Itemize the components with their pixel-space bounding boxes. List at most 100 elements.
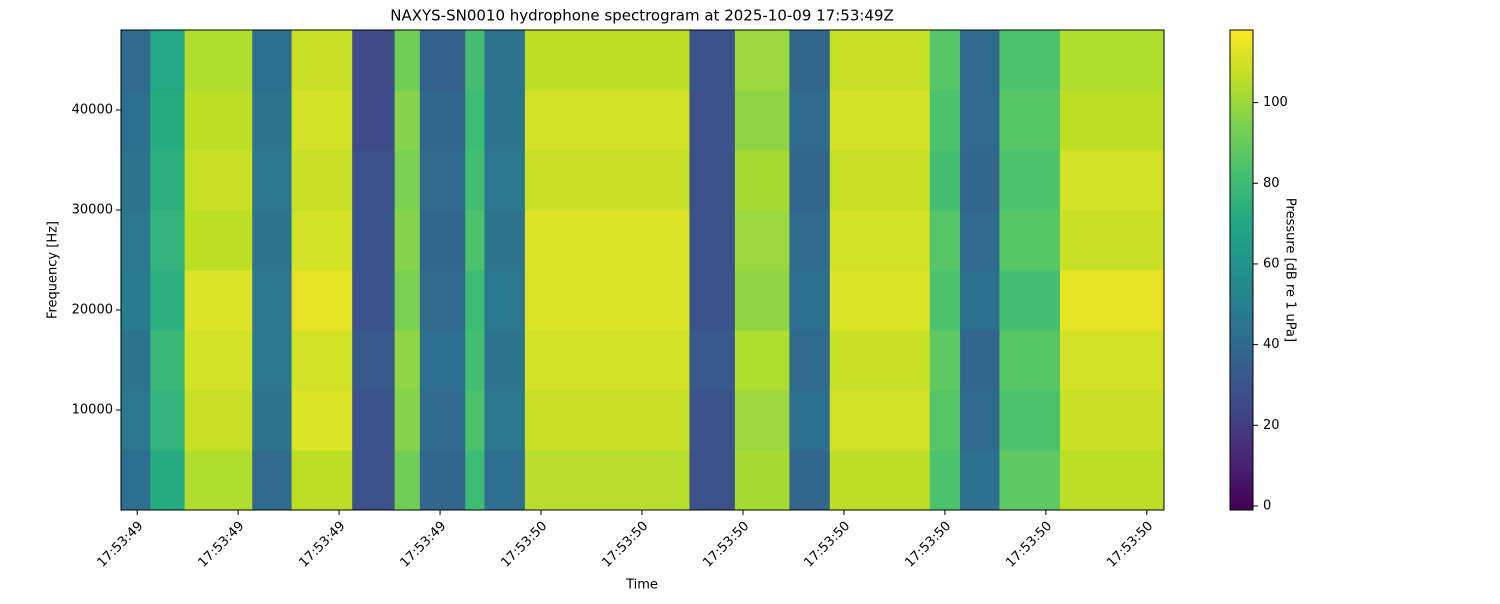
cell xyxy=(352,150,396,211)
cell xyxy=(999,270,1061,331)
colorbar-tick-label: 60 xyxy=(1263,256,1280,271)
cell xyxy=(465,450,485,511)
cell xyxy=(789,330,831,391)
cell xyxy=(252,210,293,271)
cell xyxy=(465,390,485,451)
cell xyxy=(524,30,690,91)
cell xyxy=(352,30,396,91)
cell xyxy=(929,30,961,91)
x-axis-label: Time xyxy=(625,578,658,593)
cell xyxy=(352,90,396,151)
cell xyxy=(689,30,736,91)
cell xyxy=(789,390,831,451)
chart-title: NAXYS-SN0010 hydrophone spectrogram at 2… xyxy=(390,7,894,25)
cell xyxy=(484,330,526,391)
cell xyxy=(689,270,736,331)
cell xyxy=(291,150,353,211)
cell xyxy=(689,210,736,271)
x-tick-label: 17:53:49 xyxy=(196,519,248,571)
cell xyxy=(252,450,293,511)
cell xyxy=(524,210,690,271)
cell xyxy=(734,270,790,331)
cell xyxy=(689,450,736,511)
cell xyxy=(524,390,690,451)
cell xyxy=(291,450,353,511)
cell xyxy=(960,270,1000,331)
cell xyxy=(150,390,186,451)
cell xyxy=(465,30,485,91)
cell xyxy=(484,150,526,211)
cell xyxy=(394,270,421,331)
cell xyxy=(929,270,961,331)
cell xyxy=(789,150,831,211)
cell xyxy=(1060,450,1165,511)
cell xyxy=(291,390,353,451)
cell xyxy=(419,150,466,211)
cell xyxy=(999,210,1061,271)
cell xyxy=(150,330,186,391)
cell xyxy=(121,30,151,91)
cell xyxy=(150,450,186,511)
cell xyxy=(734,150,790,211)
cell xyxy=(252,30,293,91)
cell xyxy=(121,330,151,391)
plot-frame xyxy=(120,29,1165,511)
cell xyxy=(829,90,931,151)
cell xyxy=(150,90,186,151)
cell xyxy=(484,90,526,151)
cell xyxy=(419,390,466,451)
cell xyxy=(789,270,831,331)
cell xyxy=(689,150,736,211)
cell xyxy=(929,330,961,391)
cell xyxy=(184,390,253,451)
cell xyxy=(394,150,421,211)
x-tick-label: 17:53:49 xyxy=(397,519,449,571)
cell xyxy=(184,210,253,271)
cell xyxy=(999,450,1061,511)
cell xyxy=(252,150,293,211)
y-tick-label: 40000 xyxy=(72,103,113,118)
x-tick-label: 17:53:49 xyxy=(95,519,147,571)
cell xyxy=(829,450,931,511)
y-tick-label: 30000 xyxy=(72,203,113,218)
colorbar-tick-label: 80 xyxy=(1263,176,1280,191)
cell xyxy=(291,270,353,331)
x-tick-label: 17:53:50 xyxy=(700,519,752,571)
cell xyxy=(121,150,151,211)
cell xyxy=(291,30,353,91)
cell xyxy=(465,150,485,211)
cell xyxy=(419,30,466,91)
cell xyxy=(734,30,790,91)
cell xyxy=(121,210,151,271)
cell xyxy=(184,90,253,151)
cell xyxy=(184,30,253,91)
cell xyxy=(689,390,736,451)
cell xyxy=(999,330,1061,391)
x-tick-label: 17:53:50 xyxy=(498,519,550,571)
cell xyxy=(829,150,931,211)
cell xyxy=(1060,90,1165,151)
cell xyxy=(1060,210,1165,271)
cell xyxy=(999,150,1061,211)
cell xyxy=(999,390,1061,451)
x-tick-label: 17:53:50 xyxy=(902,519,954,571)
cell xyxy=(121,390,151,451)
cell xyxy=(960,390,1000,451)
cell xyxy=(394,450,421,511)
cell xyxy=(121,90,151,151)
cell xyxy=(929,90,961,151)
cell xyxy=(419,90,466,151)
cell xyxy=(829,210,931,271)
cell xyxy=(960,450,1000,511)
cell xyxy=(689,90,736,151)
colorbar-tick-label: 0 xyxy=(1263,498,1271,513)
cell xyxy=(150,30,186,91)
cell xyxy=(419,270,466,331)
cell xyxy=(252,90,293,151)
cell xyxy=(121,270,151,331)
cell xyxy=(150,150,186,211)
cell xyxy=(484,390,526,451)
cell xyxy=(121,450,151,511)
x-tick-label: 17:53:50 xyxy=(1104,519,1156,571)
